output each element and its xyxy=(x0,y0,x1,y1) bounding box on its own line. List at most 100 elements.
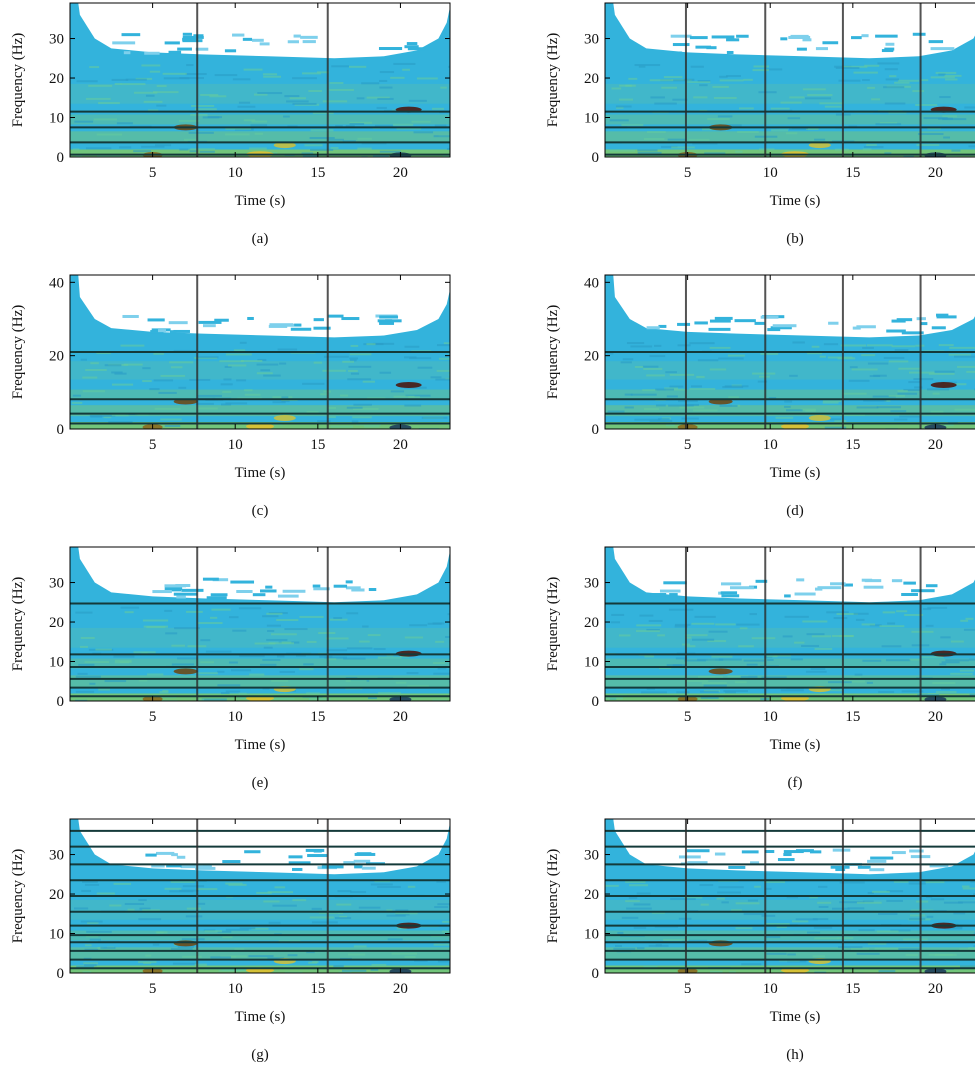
heatmap-cell xyxy=(310,148,334,151)
heatmap-cell xyxy=(958,901,975,904)
heatmap-cell xyxy=(927,693,940,696)
heatmap-cell xyxy=(82,376,98,379)
heatmap-cell xyxy=(396,127,422,130)
heatmap-cell xyxy=(740,675,758,678)
heatmap-cell xyxy=(177,945,194,948)
heatmap-cell xyxy=(111,383,134,386)
no-energy-region xyxy=(613,547,975,603)
heatmap-cell xyxy=(885,659,911,662)
heatmap-cell xyxy=(945,659,969,662)
heatmap-cell xyxy=(888,394,906,397)
heatmap-cell xyxy=(75,690,95,693)
heatmap-cell xyxy=(72,148,80,151)
heatmap-cell xyxy=(277,348,298,351)
heatmap-cell xyxy=(329,618,348,621)
heatmap-cell xyxy=(633,926,647,929)
heatmap-cell xyxy=(699,84,708,87)
heatmap-cell xyxy=(271,633,297,636)
heatmap-cell xyxy=(350,344,359,347)
heatmap-cell xyxy=(718,886,744,889)
heatmap-cell xyxy=(909,658,920,661)
heatmap-cell xyxy=(969,693,975,696)
energy-fragment xyxy=(736,34,749,38)
heatmap-cell xyxy=(281,400,290,403)
heatmap-cell xyxy=(124,611,134,614)
heatmap-cell xyxy=(77,672,88,675)
heatmap-cell xyxy=(882,611,896,614)
heatmap-cell xyxy=(353,407,379,410)
energy-fragment xyxy=(214,318,229,322)
no-energy-region xyxy=(78,275,450,338)
heatmap-cell xyxy=(713,96,737,99)
heatmap-cell xyxy=(921,656,944,659)
heatmap-cell xyxy=(228,661,238,664)
energy-fragment xyxy=(379,315,399,319)
heatmap-cell xyxy=(634,418,661,421)
heatmap-cell xyxy=(784,400,793,403)
energy-fragment xyxy=(925,584,938,588)
heatmap-cell xyxy=(735,902,760,905)
heatmap-cell xyxy=(233,349,246,352)
heatmap-cell xyxy=(822,401,839,404)
heatmap-cell xyxy=(319,912,344,915)
heatmap-cell xyxy=(306,410,319,413)
heatmap-cell xyxy=(939,663,947,666)
heatmap-cell xyxy=(393,395,415,398)
heatmap-cell xyxy=(635,630,660,633)
heatmap-cell xyxy=(342,969,367,972)
heatmap-cell xyxy=(735,150,743,153)
heatmap-cell xyxy=(749,613,757,616)
heatmap-cell xyxy=(767,68,783,71)
heatmap-cell xyxy=(654,344,662,347)
heatmap-cell xyxy=(832,907,850,910)
heatmap-cell xyxy=(98,102,120,105)
heatmap-cell xyxy=(944,74,962,77)
heatmap-cell xyxy=(366,96,390,99)
heatmap-cell xyxy=(699,690,719,693)
heatmap-cell xyxy=(120,344,145,347)
heatmap-cell xyxy=(232,629,247,632)
heatmap-cell xyxy=(281,396,289,399)
energy-fragment xyxy=(741,850,759,854)
heatmap-cell xyxy=(743,913,766,916)
heatmap-cell xyxy=(89,938,101,941)
heatmap-cell xyxy=(442,920,450,923)
heatmap-cell xyxy=(619,98,634,101)
heatmap-cell xyxy=(921,79,929,82)
heatmap-cell xyxy=(940,636,951,639)
energy-fragment xyxy=(244,850,261,854)
heatmap-cell xyxy=(357,137,372,140)
heatmap-cell xyxy=(707,118,730,121)
heatmap-cell xyxy=(963,628,975,631)
heatmap-cell xyxy=(433,943,450,946)
heatmap-cell xyxy=(764,880,785,883)
heatmap-cell xyxy=(437,903,450,906)
energy-fragment xyxy=(144,51,160,55)
heatmap-cell xyxy=(866,144,877,147)
heatmap-cell xyxy=(96,133,123,136)
heatmap-cell xyxy=(949,346,975,349)
heatmap-cell xyxy=(205,650,232,653)
energy-fragment xyxy=(182,39,203,43)
y-tick-label: 0 xyxy=(57,422,65,438)
heatmap-cell xyxy=(643,367,663,370)
heatmap-cell xyxy=(333,617,343,620)
x-tick-label: 15 xyxy=(845,981,860,997)
energy-peak xyxy=(173,668,198,675)
heatmap-cell xyxy=(371,963,387,966)
heatmap-cell xyxy=(641,691,667,694)
heatmap-cell xyxy=(766,952,787,955)
heatmap-cell xyxy=(142,380,152,383)
heatmap-cell xyxy=(856,952,880,955)
energy-band xyxy=(605,627,975,648)
heatmap-cell xyxy=(817,901,832,904)
heatmap-cell xyxy=(153,379,174,382)
heatmap-cell xyxy=(968,145,975,148)
heatmap-cell xyxy=(404,386,427,389)
heatmap-cell xyxy=(775,416,794,419)
heatmap-cell xyxy=(823,343,839,346)
heatmap-cell xyxy=(810,667,826,670)
heatmap-cell xyxy=(80,636,95,639)
energy-fragment xyxy=(931,326,946,330)
heatmap-cell xyxy=(839,881,865,884)
